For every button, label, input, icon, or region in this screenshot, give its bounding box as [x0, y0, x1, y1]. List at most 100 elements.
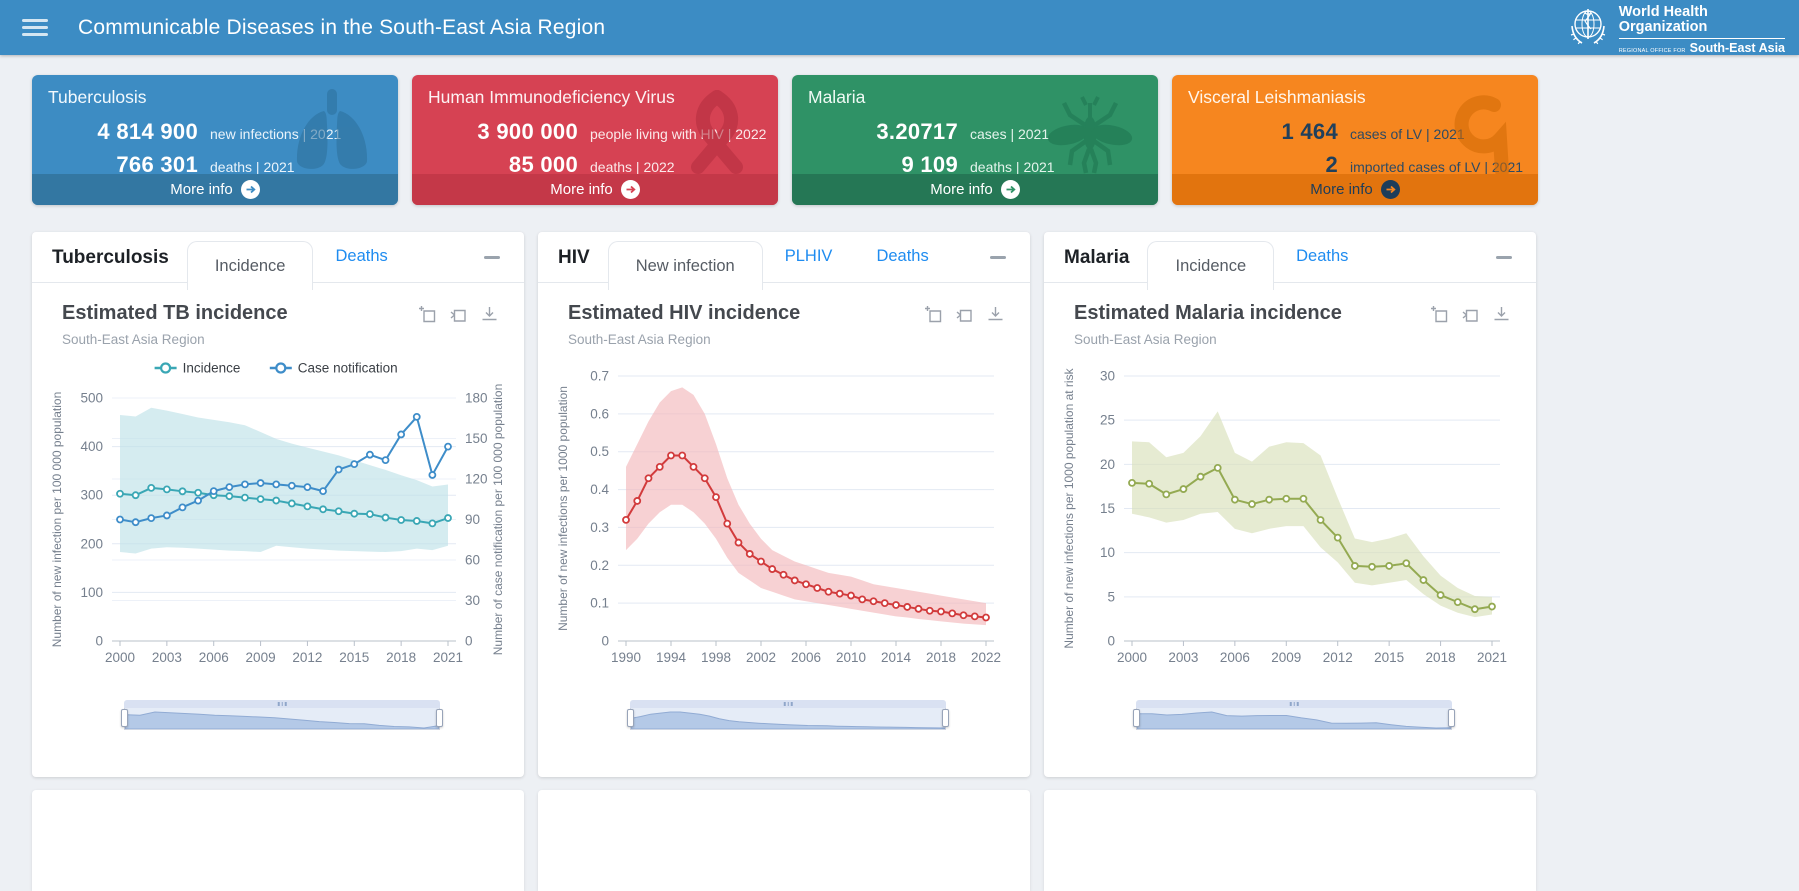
svg-text:10: 10: [1100, 545, 1115, 560]
panel-title: Tuberculosis: [52, 247, 169, 268]
app-header: Communicable Diseases in the South-East …: [0, 0, 1799, 55]
chart-title: Estimated TB incidence: [62, 302, 288, 324]
svg-text:500: 500: [80, 391, 103, 406]
svg-text:20: 20: [1100, 457, 1115, 472]
svg-text:Case notification: Case notification: [298, 361, 398, 376]
chart-subtitle: South-East Asia Region: [62, 332, 205, 347]
panel-title: Malaria: [1064, 247, 1130, 268]
stat-label: imported cases of LV | 2021: [1350, 159, 1524, 175]
slider-handle-right[interactable]: [1448, 709, 1455, 727]
tab-deaths[interactable]: Deaths: [1296, 247, 1349, 265]
time-range-slider[interactable]: [121, 700, 443, 730]
chart-title: Estimated HIV incidence: [568, 302, 801, 324]
svg-text:Number of new infections per 1: Number of new infections per 1000 popula…: [1062, 367, 1076, 648]
tab-deaths[interactable]: Deaths: [876, 247, 929, 265]
slider-handle-left[interactable]: [1133, 709, 1140, 727]
tab-new-infection[interactable]: New infection: [607, 241, 763, 290]
svg-text:2022: 2022: [971, 650, 1001, 665]
svg-text:0.1: 0.1: [590, 596, 609, 611]
svg-text:2014: 2014: [881, 650, 912, 665]
chart-toolbox: [1431, 306, 1510, 323]
more-info-button[interactable]: More info: [792, 174, 1158, 205]
restore-icon[interactable]: [450, 306, 467, 323]
panel-title: HIV: [558, 247, 590, 268]
restore-icon[interactable]: [956, 306, 973, 323]
svg-text:200: 200: [80, 536, 103, 551]
data-zoom-icon[interactable]: [419, 306, 436, 323]
svg-text:2009: 2009: [1271, 650, 1301, 665]
data-zoom-icon[interactable]: [925, 306, 942, 323]
svg-text:2002: 2002: [746, 650, 776, 665]
svg-text:1994: 1994: [656, 650, 687, 665]
slider-handle-right[interactable]: [942, 709, 949, 727]
tab-incidence[interactable]: Incidence: [1147, 241, 1275, 290]
more-info-button[interactable]: More info: [32, 174, 398, 205]
svg-text:1990: 1990: [611, 650, 641, 665]
more-info-button[interactable]: More info: [1172, 174, 1538, 205]
svg-text:2006: 2006: [1220, 650, 1250, 665]
menu-icon[interactable]: [22, 15, 48, 40]
svg-text:2018: 2018: [1426, 650, 1456, 665]
legend-item[interactable]: Case notification: [269, 361, 398, 376]
stat-label: cases of LV | 2021: [1350, 126, 1465, 142]
restore-icon[interactable]: [1462, 306, 1479, 323]
svg-text:0.3: 0.3: [590, 520, 609, 535]
slider-handle-right[interactable]: [436, 709, 443, 727]
collapse-icon[interactable]: [990, 256, 1006, 259]
arrow-right-icon: [1380, 180, 1400, 199]
svg-text:15: 15: [1100, 501, 1115, 516]
download-icon[interactable]: [1493, 306, 1510, 323]
svg-text:2015: 2015: [339, 650, 369, 665]
stat-value: 2: [1325, 152, 1338, 177]
collapse-icon[interactable]: [484, 256, 500, 259]
panel-tuberculosis: Tuberculosis Incidence Deaths Estimated …: [32, 232, 524, 777]
arrow-right-icon: [620, 180, 640, 199]
time-range-slider[interactable]: [1133, 700, 1455, 730]
collapse-icon[interactable]: [1496, 256, 1512, 259]
svg-text:150: 150: [465, 431, 488, 446]
stat-value: 3 900 000: [477, 119, 578, 144]
stat-value: 85 000: [508, 152, 578, 177]
svg-text:100: 100: [80, 585, 103, 600]
stat-value: 9 109: [901, 152, 958, 177]
svg-text:5: 5: [1107, 589, 1115, 604]
tab-incidence[interactable]: Incidence: [186, 241, 314, 290]
download-icon[interactable]: [481, 306, 498, 323]
svg-text:2003: 2003: [152, 650, 182, 665]
svg-text:30: 30: [1100, 369, 1115, 384]
svg-text:0.2: 0.2: [590, 558, 609, 573]
panel-next-row-card: [32, 790, 524, 891]
tab-plhiv[interactable]: PLHIV: [784, 247, 833, 265]
svg-text:400: 400: [80, 439, 103, 454]
svg-text:2012: 2012: [292, 650, 322, 665]
card-title: Malaria: [808, 87, 866, 107]
svg-text:0: 0: [601, 634, 609, 649]
svg-text:2010: 2010: [836, 650, 866, 665]
svg-text:2021: 2021: [433, 650, 463, 665]
stat-value: 3.20717: [876, 119, 958, 144]
tab-deaths[interactable]: Deaths: [335, 247, 388, 265]
arrow-right-icon: [1000, 180, 1020, 199]
hiv-incidence-chart: 1990 1994 1998 2002 2006 2010 2014 2018 2022 0 0.1…: [556, 369, 1001, 666]
more-info-button[interactable]: More info: [412, 174, 778, 205]
svg-text:30: 30: [465, 593, 480, 608]
card-title: Visceral Leishmaniasis: [1188, 87, 1366, 107]
card-title: Tuberculosis: [48, 87, 147, 107]
svg-text:Number of new infections per 1: Number of new infections per 1000 popula…: [556, 386, 570, 631]
svg-text:2012: 2012: [1323, 650, 1353, 665]
svg-text:2009: 2009: [246, 650, 276, 665]
svg-text:120: 120: [465, 472, 488, 487]
slider-handle-left[interactable]: [121, 709, 128, 727]
legend-item[interactable]: Incidence: [154, 361, 241, 376]
data-zoom-icon[interactable]: [1431, 306, 1448, 323]
panel-next-row-card: [538, 790, 1030, 891]
download-icon[interactable]: [987, 306, 1004, 323]
svg-text:0.6: 0.6: [590, 406, 609, 421]
time-range-slider[interactable]: [627, 700, 949, 730]
more-info-label: More info: [170, 181, 233, 198]
svg-text:2000: 2000: [1117, 650, 1147, 665]
arrow-right-icon: [240, 180, 260, 199]
chart-subtitle: South-East Asia Region: [568, 332, 711, 347]
slider-handle-left[interactable]: [627, 709, 634, 727]
stat-label: deaths | 2022: [590, 159, 675, 175]
